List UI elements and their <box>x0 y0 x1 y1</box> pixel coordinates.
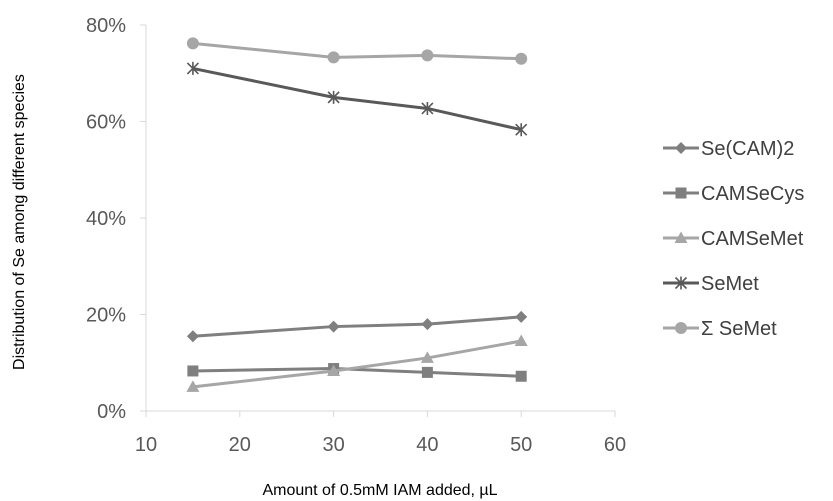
data-point <box>515 370 527 382</box>
legend: Se(CAM)2 CAMSeCys CAMSeMet SeMet Σ SeMet <box>663 138 804 340</box>
x-tick-label: 20 <box>229 434 251 456</box>
series-line <box>192 66 522 132</box>
x-tick-label: 10 <box>135 434 157 456</box>
data-point <box>186 380 200 392</box>
data-point <box>515 310 528 323</box>
data-point <box>327 90 340 104</box>
data-point <box>515 52 528 65</box>
y-axis-title: Distribution of Se among different speci… <box>11 74 28 370</box>
series-line <box>192 41 522 61</box>
y-ticks: 0% 20% 40% 60% 80% <box>86 15 146 423</box>
y-tick-label: 0% <box>97 401 126 423</box>
series-3 <box>186 61 528 137</box>
x-tick-label: 60 <box>604 434 626 456</box>
legend-item: CAMSeCys <box>663 183 804 205</box>
legend-marker <box>675 142 687 154</box>
legend-marker <box>675 187 687 199</box>
series-1 <box>187 363 527 382</box>
x-axis-title: Amount of 0.5mM IAM added, µL <box>262 482 497 499</box>
x-tick-label: 30 <box>322 434 344 456</box>
x-tick-label: 50 <box>510 434 532 456</box>
legend-label: CAMSeMet <box>701 228 804 250</box>
y-tick-label: 40% <box>86 208 126 230</box>
legend-label: CAMSeCys <box>701 183 804 205</box>
series-layer <box>186 37 528 392</box>
data-point <box>514 334 528 347</box>
data-point <box>420 351 434 363</box>
series-line <box>192 315 522 338</box>
y-tick-label: 20% <box>86 305 126 327</box>
legend-item: Σ SeMet <box>663 318 777 340</box>
y-tick-label: 80% <box>86 15 126 37</box>
legend-marker <box>674 231 688 243</box>
data-point <box>186 330 199 343</box>
x-ticks: 10 20 30 40 50 60 <box>135 411 626 456</box>
data-point <box>421 318 434 331</box>
data-point <box>186 61 199 75</box>
data-point <box>421 49 434 62</box>
data-point <box>327 51 340 64</box>
data-point <box>327 364 341 376</box>
legend-marker <box>674 276 688 290</box>
data-point <box>327 320 340 333</box>
series-line <box>192 339 522 389</box>
legend-item: CAMSeMet <box>663 228 804 250</box>
legend-item: Se(CAM)2 <box>663 138 794 160</box>
x-tick-label: 40 <box>416 434 438 456</box>
data-point <box>187 365 199 377</box>
legend-label: SeMet <box>701 273 759 295</box>
series-4 <box>186 37 528 65</box>
legend-marker <box>675 322 687 334</box>
series-2 <box>186 334 528 392</box>
axes <box>145 25 615 412</box>
series-line <box>192 367 522 378</box>
data-point <box>186 37 199 50</box>
data-point <box>421 366 433 378</box>
data-point <box>515 123 528 137</box>
data-point <box>421 101 434 115</box>
y-tick-label: 60% <box>86 112 126 134</box>
legend-label: Se(CAM)2 <box>701 138 794 160</box>
series-0 <box>186 310 528 343</box>
legend-item: SeMet <box>663 273 759 295</box>
legend-label: Σ SeMet <box>701 318 777 340</box>
